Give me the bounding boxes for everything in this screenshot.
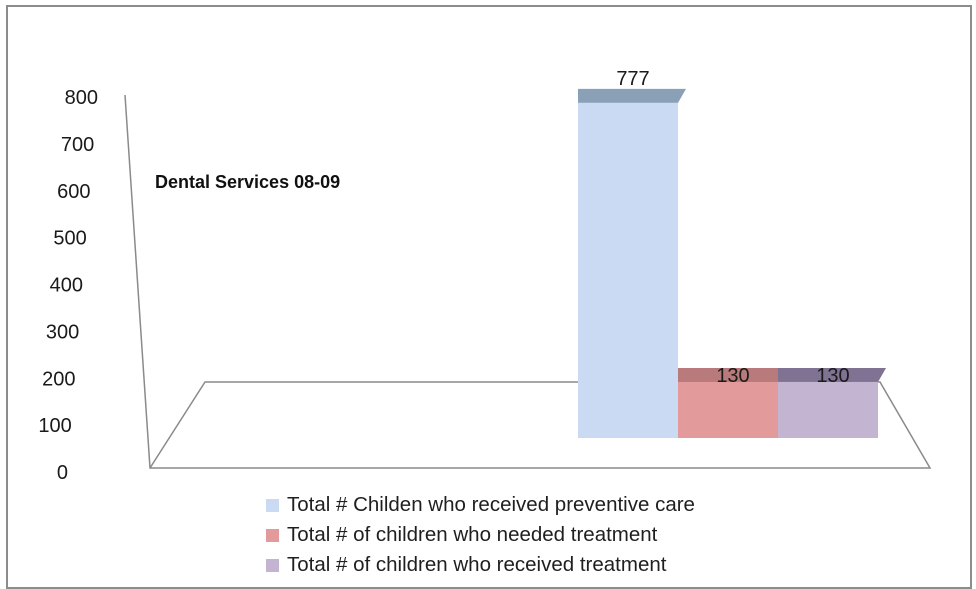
- y-tick-label: 0: [57, 462, 68, 484]
- data-label: 130: [816, 365, 849, 387]
- legend-swatch-received-treatment: [266, 558, 279, 572]
- legend-swatch-preventive-care: [266, 498, 279, 512]
- y-tick-label: 500: [53, 228, 86, 250]
- y-tick-label: 200: [42, 368, 75, 390]
- y-tick-label: 800: [65, 87, 98, 109]
- y-tick-label: 700: [61, 134, 94, 156]
- legend-swatch-needed-treatment: [266, 528, 279, 542]
- data-label: 777: [616, 68, 649, 90]
- y-tick-label: 600: [57, 181, 90, 203]
- bar-front-face: [678, 381, 778, 438]
- chart-floor-outline: [124, 94, 932, 469]
- y-tick-label: 400: [50, 275, 83, 297]
- bar-top-face: [578, 88, 686, 103]
- bar-front-face: [778, 381, 878, 438]
- bar-front-face: [578, 102, 678, 438]
- y-tick-label: 100: [38, 415, 71, 437]
- legend-item-needed-treatment: Total # of children who needed treatment: [266, 520, 695, 550]
- legend-item-received-treatment: Total # of children who received treatme…: [266, 550, 695, 580]
- legend-item-preventive-care: Total # Childen who received preventive …: [266, 490, 695, 520]
- data-label: 130: [716, 365, 749, 387]
- chart-legend: Total # Childen who received preventive …: [266, 490, 695, 580]
- bar-top-face: [778, 367, 886, 382]
- legend-label-preventive-care: Total # Childen who received preventive …: [287, 493, 695, 516]
- y-tick-label: 300: [46, 321, 79, 343]
- legend-label-needed-treatment: Total # of children who needed treatment: [287, 523, 658, 546]
- legend-label-received-treatment: Total # of children who received treatme…: [287, 553, 667, 576]
- bar-top-face: [678, 367, 786, 382]
- chart-title: Dental Services 08-09: [155, 172, 340, 192]
- chart-frame: [6, 5, 972, 589]
